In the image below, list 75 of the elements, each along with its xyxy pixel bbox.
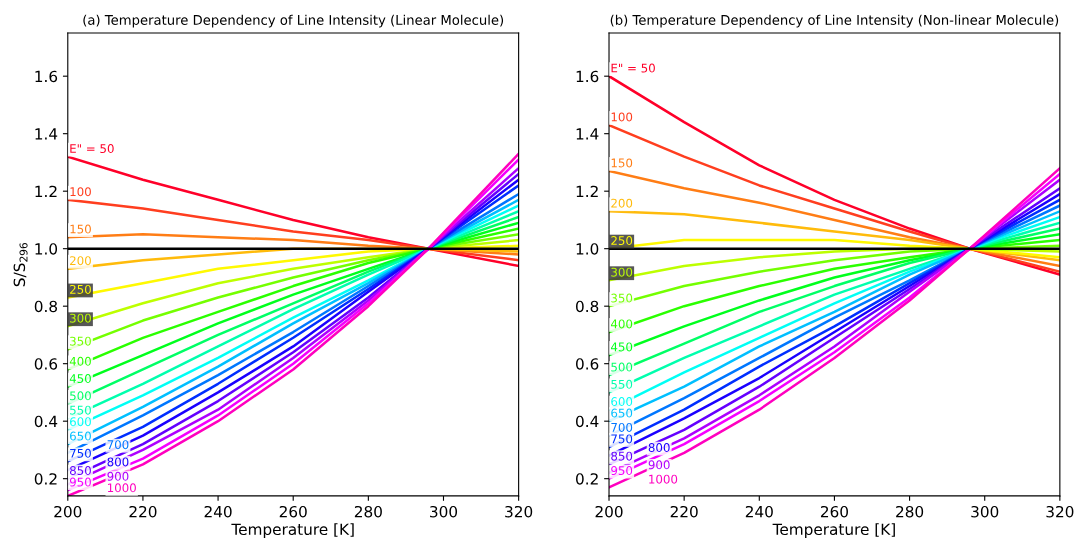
series-label: 650	[611, 408, 633, 418]
x-tick-label: 220	[670, 505, 698, 518]
series-label: 800	[107, 457, 129, 467]
x-axis-title: Temperature [K]	[772, 523, 895, 538]
series-label: E" = 50	[611, 63, 655, 73]
series-label: 600	[611, 397, 633, 407]
x-tick-label: 320	[1046, 505, 1074, 518]
series-label: 200	[611, 198, 633, 208]
series-label: 300	[611, 267, 633, 277]
y-tick-label: 0.2	[576, 473, 598, 485]
series-label: 650	[70, 431, 91, 441]
x-tick-label: 260	[279, 505, 307, 518]
y-tick-label: 1.6	[35, 70, 58, 83]
series-label: 800	[648, 443, 670, 452]
y-tick-label: 0.4	[34, 415, 58, 428]
series-label: 950	[611, 466, 633, 475]
series-label: 900	[648, 460, 670, 470]
y-tick-label: 1.0	[576, 243, 599, 255]
series-label: 150	[70, 224, 91, 234]
x-tick-label: 240	[745, 505, 773, 518]
series-label: 550	[611, 379, 633, 389]
series-label: 1000	[107, 483, 136, 493]
y-tick-label: 1.4	[35, 128, 58, 140]
x-tick-label: 200	[595, 505, 623, 518]
x-tick-label: 220	[129, 505, 157, 518]
series-label: 250	[70, 284, 91, 294]
series-label: 100	[611, 112, 633, 122]
chart-title: (a) Temperature Dependency of Line Intensity (Linear Molecule)	[83, 14, 504, 28]
y-tick-label: 0.8	[576, 300, 599, 313]
series-label: 300	[70, 313, 91, 323]
series-label: 750	[70, 448, 91, 458]
series-label: 450	[610, 342, 633, 352]
x-tick-label: 280	[354, 505, 382, 518]
y-tick-label: 1.0	[35, 243, 58, 255]
y-tick-label: 0.2	[34, 473, 57, 485]
x-tick-label: 300	[971, 505, 999, 518]
series-label: 850	[611, 451, 633, 461]
series-label: 400	[610, 319, 633, 329]
series-label: 850	[69, 466, 91, 475]
series-label: 700	[107, 440, 129, 450]
series-label: 250	[611, 236, 633, 246]
y-tick-label: 1.2	[576, 185, 598, 197]
series-label: 700	[611, 422, 633, 432]
series-label: 100	[70, 187, 91, 197]
series-label: 1000	[649, 474, 678, 484]
series-label: 500	[70, 391, 91, 401]
series-label: 350	[70, 336, 91, 346]
y-tick-label: 1.2	[35, 185, 57, 197]
x-tick-label: 280	[896, 505, 924, 518]
series-label: 150	[611, 158, 633, 168]
y-tick-label: 1.6	[576, 70, 599, 83]
x-tick-label: 300	[430, 505, 458, 518]
y-tick-label: 0.6	[576, 358, 599, 370]
y-axis-title: S/S$_{296}$	[13, 242, 28, 287]
series-label: E" = 50	[70, 144, 114, 154]
chart-title: (b) Temperature Dependency of Line Intensity (Non-linear Molecule)	[610, 14, 1059, 28]
series-label: 950	[69, 477, 91, 487]
series-label: 350	[611, 293, 633, 303]
x-tick-label: 240	[204, 505, 232, 518]
series-label: 400	[69, 356, 91, 366]
y-tick-label: 1.4	[576, 128, 599, 140]
series-label: 900	[107, 471, 129, 481]
series-label: 600	[70, 417, 91, 427]
series-label: 450	[69, 374, 91, 384]
y-tick-label: 0.4	[576, 415, 599, 428]
y-tick-label: 0.6	[34, 358, 58, 370]
series-label: 200	[70, 256, 91, 266]
y-tick-label: 0.8	[34, 300, 58, 313]
x-tick-label: 320	[505, 505, 533, 518]
series-label: 500	[611, 362, 633, 372]
x-axis-title: Temperature [K]	[231, 523, 354, 538]
x-tick-label: 200	[54, 505, 82, 518]
x-tick-label: 260	[820, 505, 848, 518]
series-label: 750	[611, 434, 633, 444]
series-label: 550	[70, 405, 91, 415]
